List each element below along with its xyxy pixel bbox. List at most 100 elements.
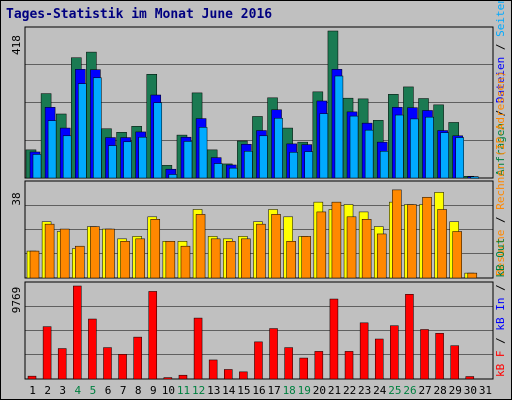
pages-bar [153, 102, 163, 179]
x-tick-label: 20 [313, 384, 326, 397]
x-tick-label: 9 [150, 384, 157, 397]
x-tick-label: 5 [90, 384, 97, 397]
kbytes-bar [193, 317, 203, 380]
pages-bar [425, 116, 434, 179]
legend-label-part: kB F [494, 351, 507, 378]
x-tick-label: 2 [44, 384, 51, 397]
x-tick-label: 19 [298, 384, 311, 397]
pages-bar [304, 151, 313, 179]
x-tick-label: 3 [59, 384, 66, 397]
x-tick-label: 18 [283, 384, 296, 397]
kbytes-bar [390, 325, 399, 380]
pages-bar [274, 117, 283, 179]
kbytes-bar [465, 376, 475, 380]
kbytes-bar [118, 353, 127, 380]
x-tick-label: 25 [388, 384, 401, 397]
sites-bar [120, 241, 130, 279]
sites-bar [105, 228, 115, 279]
legend-label-part: Rechner (IP-Adressen) [494, 71, 507, 210]
sites-bar [90, 226, 100, 279]
kbytes-bar [73, 285, 82, 380]
x-tick-label: 4 [75, 384, 82, 397]
x-tick-label: 23 [358, 384, 371, 397]
x-tick-label: 29 [449, 384, 462, 397]
x-tick-label: 10 [162, 384, 175, 397]
legend-label-part: kB In [494, 298, 507, 331]
kbytes-bar [57, 348, 67, 380]
x-tick-label: 16 [252, 384, 265, 397]
kbytes-bar [42, 326, 52, 380]
pages-bar [213, 163, 223, 179]
sites-bar [135, 238, 145, 279]
x-tick-label: 14 [222, 384, 236, 397]
y-max-label: 418 [10, 35, 23, 55]
x-tick-label: 31 [479, 384, 492, 397]
legend-label: Anfragen / Dateien / Seiten [494, 1, 507, 176]
pages-bar [334, 75, 344, 179]
kbytes-bar [163, 377, 173, 380]
sites-bar [301, 236, 311, 279]
pages-bar [364, 129, 374, 179]
y-max-label: 38 [10, 192, 23, 205]
pages-bar [198, 127, 208, 179]
pages-bar [78, 83, 87, 179]
x-tick-label: 1 [29, 384, 36, 397]
sites-bar [437, 209, 447, 279]
kbytes-bar [178, 374, 188, 380]
sites-bar [59, 228, 70, 279]
sites-bar [346, 216, 357, 279]
sites-bar [210, 238, 221, 279]
pages-bar [47, 120, 57, 179]
pages-bar [32, 154, 42, 179]
y-max-label: 9769 [10, 287, 23, 314]
sites-bar [392, 189, 402, 279]
pages-bar [319, 113, 329, 179]
sites-bar [165, 241, 176, 279]
pages-bar [289, 152, 298, 179]
sites-bar [361, 219, 372, 279]
kbytes-bar [284, 347, 293, 380]
legend-label-part: kB Out [494, 238, 507, 278]
x-tick-label: 12 [192, 384, 205, 397]
kbytes-bar [374, 338, 384, 380]
kbytes-bar [299, 357, 308, 380]
chart-title: Tages-Statistik im Monat June 2016 [6, 7, 273, 22]
legend-label-part: / [494, 331, 507, 351]
sites-bar [29, 250, 40, 279]
sites-bar [226, 241, 236, 279]
kbytes-bar [239, 371, 248, 380]
pages-bar [244, 151, 253, 179]
sites-bar [452, 231, 462, 279]
x-tick-label: 17 [267, 384, 280, 397]
pages-bar [455, 137, 464, 179]
kbytes-bar [435, 333, 444, 380]
pages-bar [168, 174, 178, 179]
x-tick-label: 24 [373, 384, 387, 397]
legend-label-part: / [494, 37, 507, 57]
pages-bar [440, 132, 449, 179]
x-tick-label: 8 [135, 384, 142, 397]
kbytes-bar [88, 318, 97, 380]
sites-bar [376, 233, 387, 279]
pages-bar [93, 77, 102, 179]
kbytes-bar [224, 369, 233, 380]
kbytes-bar [344, 351, 354, 380]
legend-label-part: / [494, 210, 507, 230]
kbytes-bar [314, 351, 324, 380]
sites-bar [467, 272, 478, 279]
legend-label-part: Seiten [494, 1, 507, 37]
pages-bar [410, 118, 419, 179]
pages-bar [62, 135, 72, 179]
pages-bar [379, 151, 389, 179]
legend-label-part: Besuche [494, 230, 507, 276]
legend-label: kB F / kB In / kB Out [494, 238, 507, 377]
sites-bar [271, 214, 281, 279]
pages-bar [183, 141, 193, 179]
sites-bar [286, 241, 296, 279]
sites-bar [195, 214, 206, 279]
pages-bar [123, 141, 132, 179]
kbytes-bar [450, 345, 459, 380]
pages-bar [229, 167, 238, 179]
pages-bar [349, 115, 359, 179]
